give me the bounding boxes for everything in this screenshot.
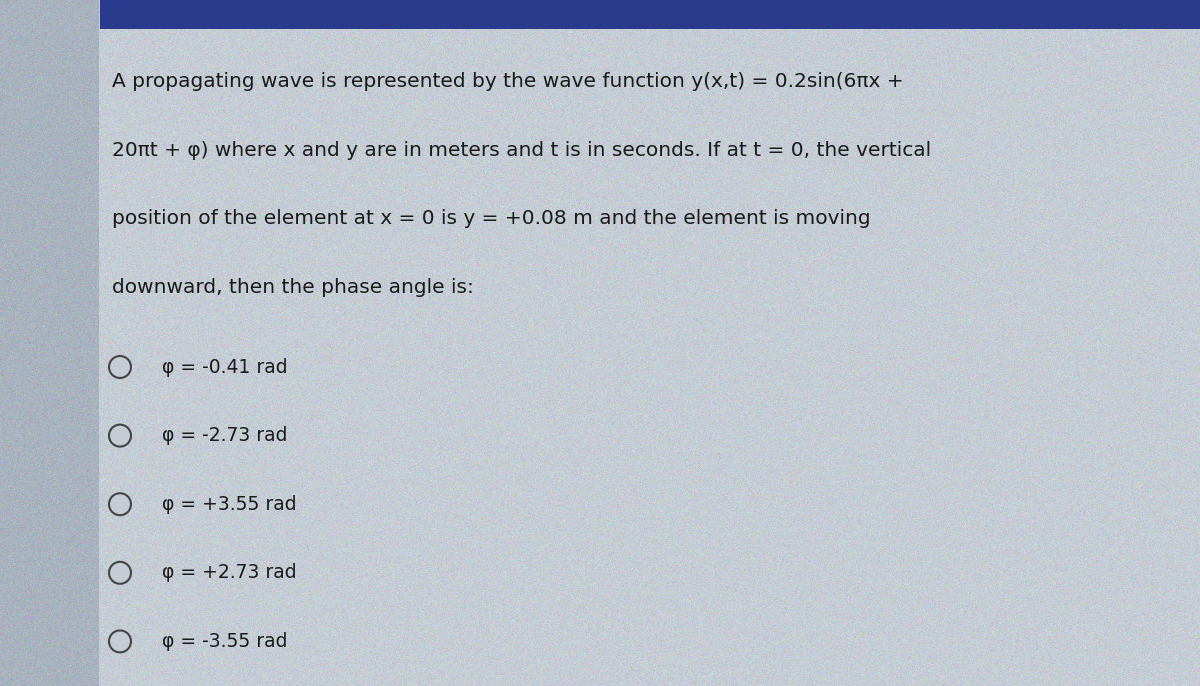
Text: position of the element at x = 0 is y = +0.08 m and the element is moving: position of the element at x = 0 is y = …: [112, 209, 870, 228]
Text: φ = -3.55 rad: φ = -3.55 rad: [162, 632, 288, 651]
Ellipse shape: [109, 630, 131, 652]
Text: φ = +3.55 rad: φ = +3.55 rad: [162, 495, 296, 514]
Text: 20πt + φ) where x and y are in meters and t is in seconds. If at t = 0, the vert: 20πt + φ) where x and y are in meters an…: [112, 141, 931, 160]
Text: φ = +2.73 rad: φ = +2.73 rad: [162, 563, 296, 582]
Text: A propagating wave is represented by the wave function y(x,t) = 0.2sin(6πx +: A propagating wave is represented by the…: [112, 72, 904, 91]
Ellipse shape: [109, 493, 131, 515]
Bar: [100, 0, 1200, 29]
Text: downward, then the phase angle is:: downward, then the phase angle is:: [112, 278, 474, 297]
Ellipse shape: [109, 425, 131, 447]
Text: φ = -2.73 rad: φ = -2.73 rad: [162, 426, 288, 445]
Text: φ = -0.41 rad: φ = -0.41 rad: [162, 357, 288, 377]
Ellipse shape: [109, 562, 131, 584]
Ellipse shape: [109, 356, 131, 378]
